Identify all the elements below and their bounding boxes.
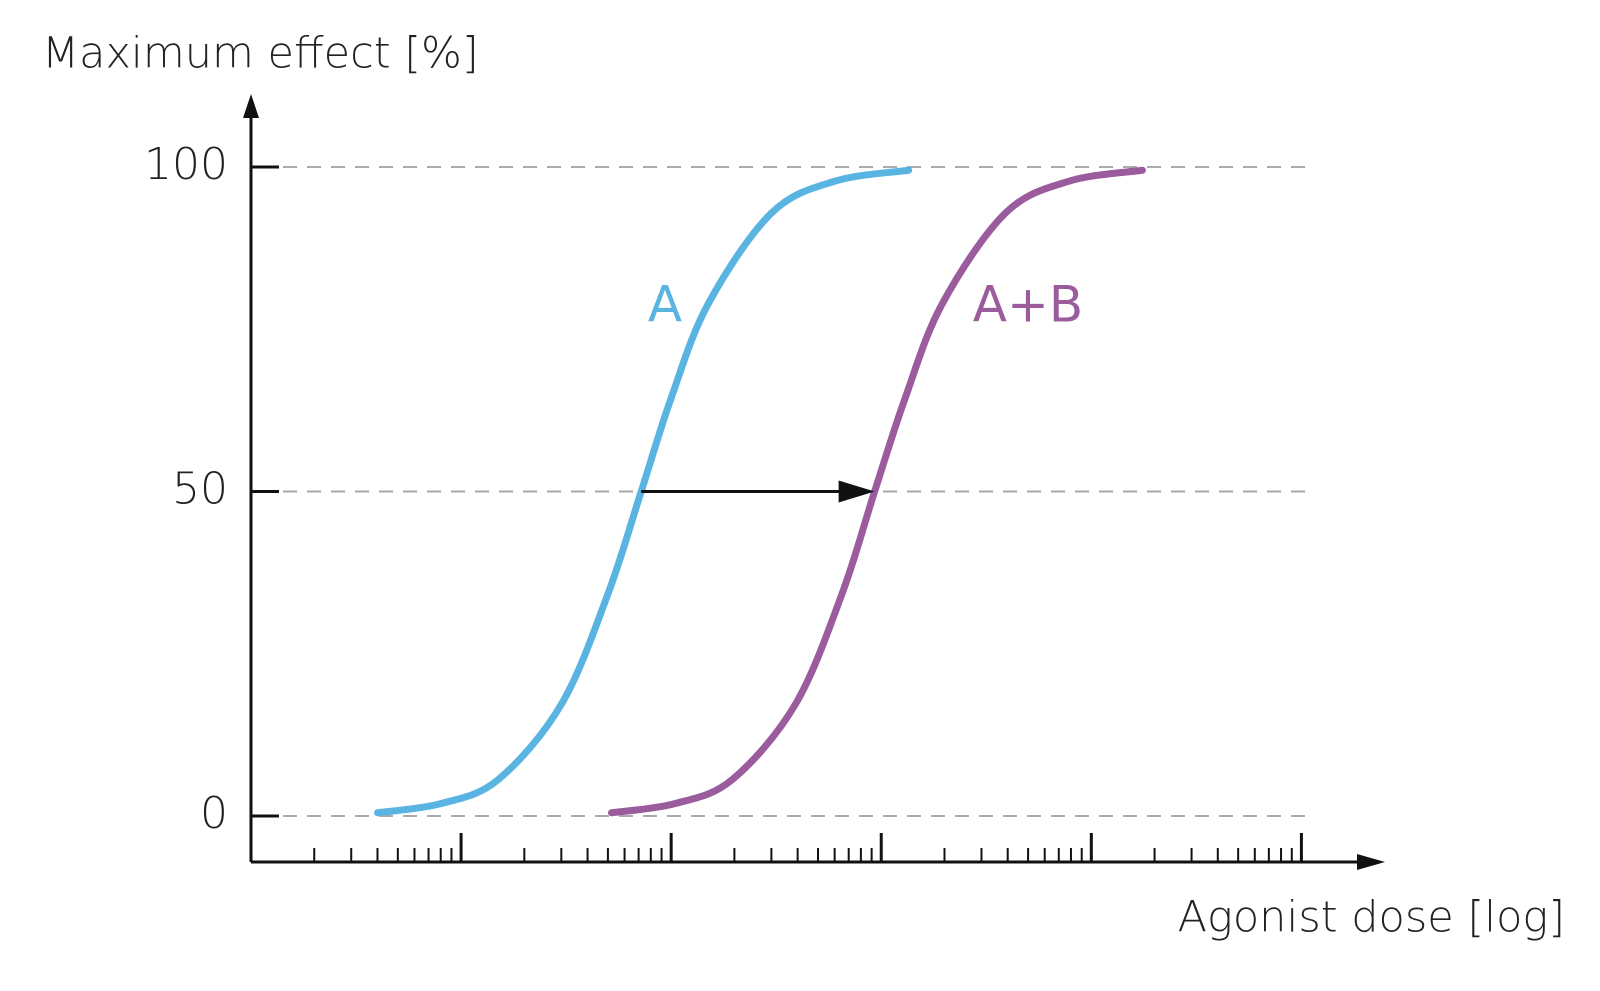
x-axis-arrow [1357, 854, 1385, 870]
curve-label: A [648, 276, 682, 334]
y-tick-label: 50 [172, 464, 228, 515]
y-axis-label: Maximum effect [%] [42, 29, 479, 79]
shift-arrowhead [838, 480, 875, 503]
y-tick-label: 100 [144, 139, 228, 190]
y-tick-label: 0 [200, 788, 228, 839]
y-axis-arrow [243, 94, 259, 118]
curve-label: A+B [973, 276, 1083, 334]
x-axis-label: Agonist dose [log] [1178, 893, 1565, 943]
